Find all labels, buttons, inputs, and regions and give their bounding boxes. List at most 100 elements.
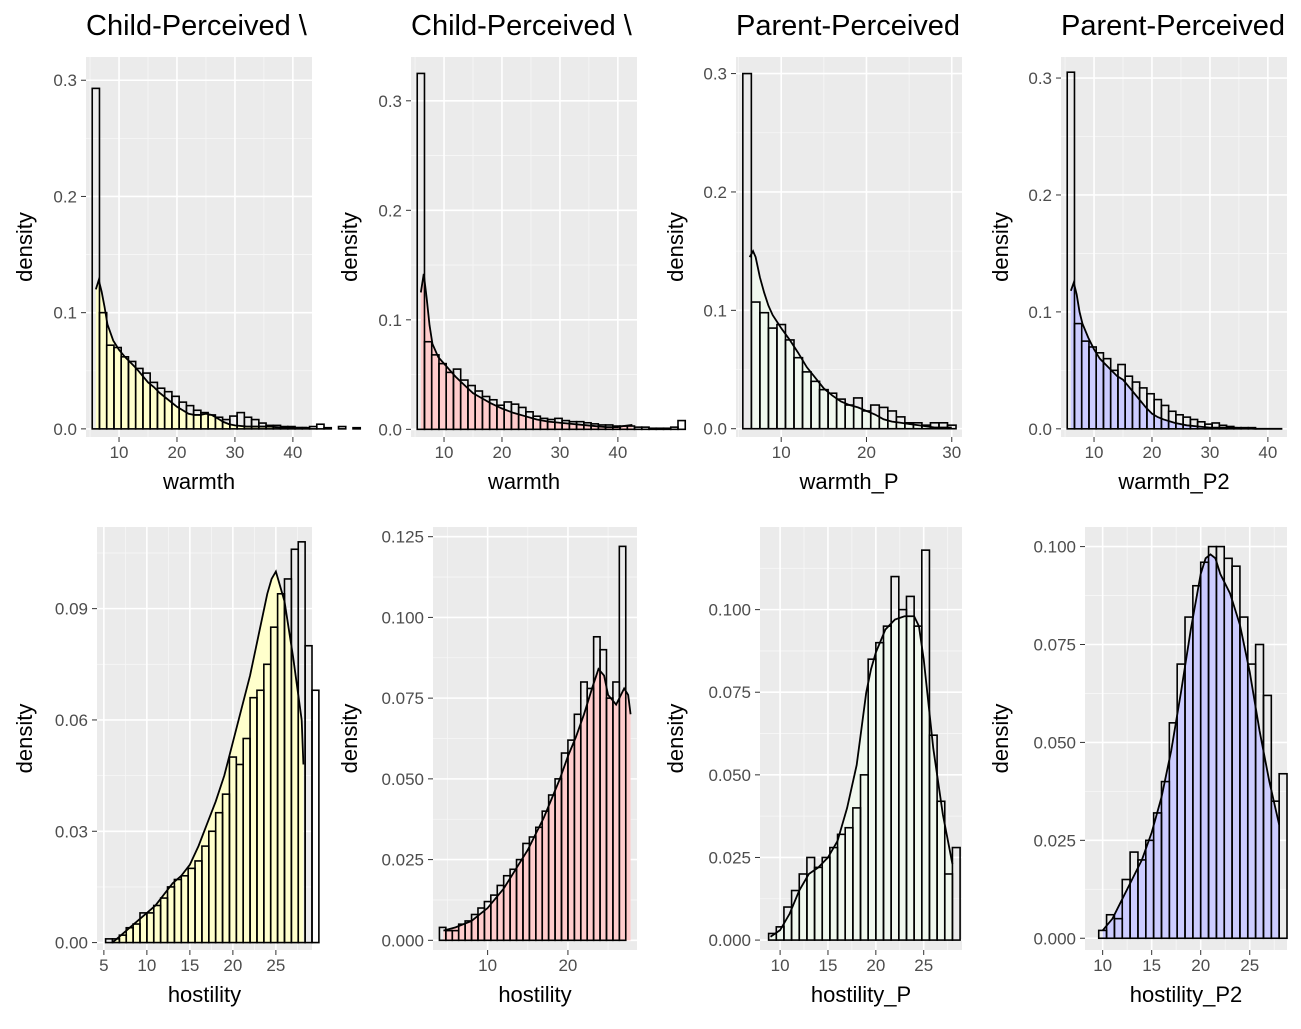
histogram-bar [1278, 772, 1288, 940]
histogram-bar [311, 689, 320, 944]
x-tick-label: 25 [266, 956, 285, 975]
y-tick-label: 0.09 [55, 600, 88, 619]
panel-title: Parent-Perceived [736, 10, 960, 42]
y-tick-label: 0.06 [55, 711, 88, 730]
y-tick-label: 0.0 [703, 420, 727, 439]
chart-panel-8: 10 15 20 25 0.000 0.025 0.050 0.075 0.100 hostili… [988, 527, 1288, 1007]
y-axis-title: density [12, 212, 37, 282]
histogram-bar [655, 427, 665, 431]
y-tick-label: 0.000 [381, 931, 424, 950]
y-tick-label: 0.3 [378, 92, 402, 111]
y-tick-label: 0.0 [53, 420, 77, 439]
histogram-bar [648, 427, 658, 431]
x-tick-label: 25 [1240, 956, 1259, 975]
panel-title: Child-Perceived \ [411, 10, 633, 42]
density-curve [748, 249, 952, 429]
x-tick-label: 10 [110, 443, 129, 462]
y-tick-label: 0.075 [381, 689, 424, 708]
x-tick-label: 15 [819, 956, 838, 975]
chart-panel-5: 5 10 15 20 25 0.00 0.03 0.06 0.09 hostility densit… [12, 527, 320, 1007]
density-area [95, 280, 308, 429]
histogram-bar [618, 545, 627, 942]
x-tick-label: 20 [866, 956, 885, 975]
y-tick-label: 0.2 [1028, 186, 1052, 205]
histogram-bar [315, 423, 325, 430]
panel-title: Parent-Perceived [1061, 10, 1285, 42]
density-area [1102, 554, 1280, 939]
histogram-bar [352, 426, 362, 430]
x-tick-label: 20 [1143, 443, 1162, 462]
y-tick-label: 0.050 [1033, 733, 1076, 752]
x-tick-label: 40 [283, 443, 302, 462]
chart-panel-2: 10 20 30 40 0.0 0.1 0.2 0.3 warmth density Child-P… [337, 10, 687, 494]
density-curve [1070, 279, 1283, 430]
y-tick-label: 0.1 [53, 304, 77, 323]
density-curve [419, 273, 633, 429]
y-tick-label: 0.025 [1033, 831, 1076, 850]
y-axis-title: density [663, 704, 688, 774]
y-axis-title: density [663, 212, 688, 282]
histogram-bar [323, 426, 333, 430]
x-tick-label: 30 [225, 443, 244, 462]
y-tick-label: 0.3 [53, 71, 77, 90]
y-axis-title: density [988, 212, 1013, 282]
histogram-bar [91, 87, 101, 430]
histogram-bar [640, 426, 650, 431]
density-area [1070, 282, 1283, 429]
x-tick-label: 10 [772, 443, 791, 462]
density-curve [94, 276, 308, 429]
y-tick-label: 0.2 [53, 187, 77, 206]
chart-panel-3: 10 20 30 0.0 0.1 0.2 0.3 warmth_P density Parent-… [663, 10, 962, 494]
x-tick-label: 20 [857, 443, 876, 462]
y-tick-label: 0.2 [378, 201, 402, 220]
y-tick-label: 0.100 [1033, 538, 1076, 557]
density-curve [443, 667, 632, 932]
y-tick-label: 0.3 [1028, 69, 1052, 88]
x-tick-label: 20 [223, 956, 242, 975]
x-axis-title: warmth_P [798, 469, 898, 494]
histogram-bar [669, 426, 679, 431]
y-tick-label: 0.100 [381, 608, 424, 627]
histogram-bar [337, 425, 347, 430]
x-tick-label: 30 [1200, 443, 1219, 462]
x-axis-title: hostility_P2 [1130, 982, 1243, 1007]
y-tick-label: 0.000 [1033, 929, 1076, 948]
x-tick-label: 30 [550, 443, 569, 462]
x-tick-label: 10 [137, 956, 156, 975]
y-tick-label: 0.025 [381, 851, 424, 870]
density-curve [1101, 553, 1281, 931]
y-axis-title: density [12, 704, 37, 774]
y-tick-label: 0.075 [1033, 636, 1076, 655]
y-tick-label: 0.03 [55, 822, 88, 841]
density-area [112, 571, 304, 943]
histogram-bar [416, 72, 426, 431]
y-tick-label: 0.2 [703, 183, 727, 202]
x-tick-label: 20 [168, 443, 187, 462]
y-axis-title: density [337, 704, 362, 774]
x-tick-label: 20 [493, 443, 512, 462]
x-tick-label: 15 [180, 956, 199, 975]
panel-title: Child-Perceived \ [86, 10, 308, 42]
x-tick-label: 40 [1258, 443, 1277, 462]
x-tick-label: 10 [478, 956, 497, 975]
x-tick-label: 30 [942, 443, 961, 462]
density-curve [770, 615, 954, 938]
histogram-bar [677, 419, 687, 431]
x-tick-label: 5 [99, 956, 108, 975]
histogram-bar [662, 427, 672, 431]
y-tick-label: 0.0 [378, 420, 402, 439]
density-area [443, 669, 631, 941]
histogram-bar [951, 846, 961, 941]
x-axis-title: hostility [498, 982, 571, 1007]
y-tick-label: 0.1 [378, 311, 402, 330]
density-area [749, 251, 952, 429]
chart-panel-4: 10 20 30 40 0.0 0.1 0.2 0.3 warmth_P2 density Pare… [988, 10, 1287, 494]
x-tick-label: 20 [558, 956, 577, 975]
x-tick-label: 10 [435, 443, 454, 462]
histogram-bar [1066, 71, 1076, 430]
density-area [420, 273, 633, 430]
y-tick-label: 0.1 [1028, 303, 1052, 322]
x-axis-title: hostility_P [811, 982, 911, 1007]
x-tick-label: 15 [1142, 956, 1161, 975]
